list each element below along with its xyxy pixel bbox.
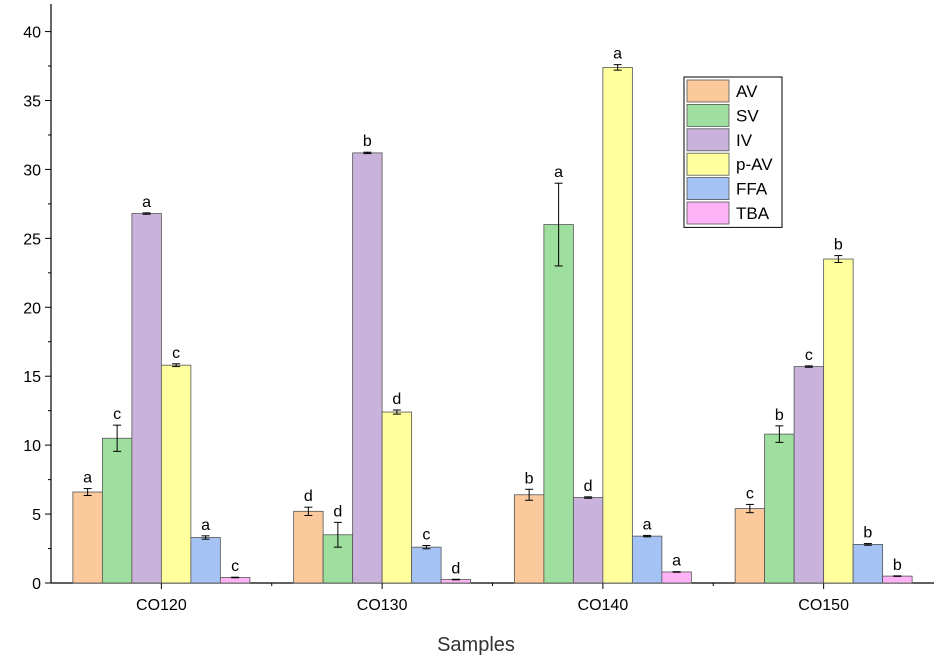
- significance-label: d: [451, 560, 460, 577]
- bar: [882, 575, 913, 584]
- bar: [734, 508, 766, 584]
- significance-label: c: [172, 345, 180, 362]
- x-tick-label: CO130: [357, 597, 408, 614]
- significance-label: c: [746, 485, 754, 502]
- y-tick-label: 5: [32, 507, 41, 524]
- significance-label: a: [672, 553, 681, 570]
- significance-label: a: [201, 517, 210, 534]
- y-tick-label: 25: [23, 231, 41, 248]
- x-axis-title: Samples: [437, 634, 515, 656]
- legend-label: TBA: [736, 204, 770, 223]
- significance-label: c: [805, 347, 813, 364]
- bar: [293, 510, 324, 584]
- significance-label: b: [863, 525, 872, 542]
- legend-label: p-AV: [736, 155, 773, 174]
- significance-label: d: [333, 503, 342, 520]
- legend-swatch: [686, 104, 730, 127]
- significance-label: b: [363, 133, 372, 150]
- legend-swatch: [686, 201, 730, 225]
- bar: [352, 152, 383, 584]
- significance-label: b: [775, 407, 784, 424]
- significance-label: b: [893, 557, 902, 574]
- x-tick-label: CO120: [136, 597, 187, 614]
- significance-label: d: [392, 391, 401, 408]
- significance-label: a: [83, 470, 92, 487]
- legend-swatch: [686, 177, 730, 201]
- bar: [219, 577, 251, 584]
- legend-label: FFA: [736, 180, 768, 199]
- significance-label: b: [525, 470, 534, 487]
- legend-label: SV: [736, 106, 759, 125]
- bar: [381, 411, 413, 584]
- legend-swatch: [686, 152, 730, 176]
- y-tick-label: 30: [23, 162, 41, 179]
- legend-label: AV: [736, 82, 758, 101]
- legend-swatch: [686, 79, 730, 103]
- bar: [160, 364, 192, 584]
- significance-label: c: [231, 558, 239, 575]
- bar: [602, 67, 633, 584]
- significance-label: d: [584, 478, 593, 495]
- y-tick-label: 20: [23, 300, 41, 317]
- significance-label: b: [834, 237, 843, 254]
- bar: [543, 224, 574, 584]
- bar: [72, 491, 103, 584]
- significance-label: a: [613, 46, 622, 63]
- bar: [411, 546, 442, 584]
- bar: [190, 537, 221, 584]
- legend-label: IV: [736, 131, 753, 150]
- x-tick-label: CO150: [798, 597, 849, 614]
- y-tick-label: 40: [23, 25, 41, 42]
- y-tick-label: 35: [23, 94, 41, 111]
- significance-label: a: [643, 516, 652, 533]
- y-tick-label: 10: [23, 438, 41, 455]
- y-tick-label: 15: [23, 369, 41, 386]
- significance-label: c: [422, 527, 430, 544]
- bar: [101, 437, 133, 584]
- y-tick-label: 0: [32, 576, 41, 593]
- x-tick-label: CO140: [578, 597, 629, 614]
- bar: [764, 433, 795, 584]
- bar-series-group: a c a c a c d d b d c d b a d a a a c b c b b b: [72, 46, 913, 584]
- legend: AV SV IV p-AV FFA TBA: [683, 76, 783, 228]
- bar: [661, 571, 692, 584]
- bar: [823, 258, 854, 584]
- bar: [793, 366, 825, 584]
- significance-label: d: [304, 488, 313, 505]
- significance-label: a: [142, 194, 151, 211]
- bar: [131, 213, 162, 584]
- legend-swatch: [686, 128, 730, 152]
- significance-label: c: [113, 406, 121, 423]
- significance-label: a: [554, 164, 563, 181]
- bar: [852, 544, 884, 584]
- bar: [631, 535, 663, 584]
- bar: [572, 497, 604, 584]
- bar: [513, 494, 545, 584]
